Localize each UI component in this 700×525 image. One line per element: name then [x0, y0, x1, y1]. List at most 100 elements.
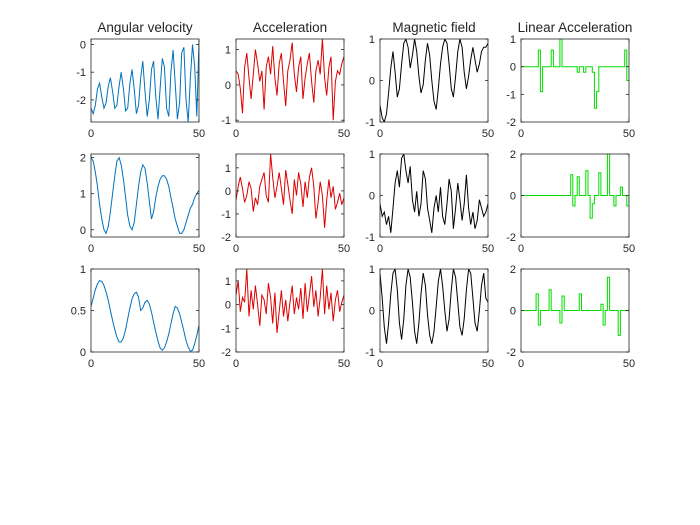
y-tick-label: -2 [221, 232, 231, 244]
x-tick-label: 50 [623, 243, 635, 255]
x-tick-label: 0 [88, 243, 94, 255]
x-tick-label: 50 [193, 128, 205, 140]
subplot-r3-c3: 10-10 50 [365, 264, 494, 370]
subplot-r2-c3: 10-10 50 [365, 149, 494, 255]
y-tick-label: 0.5 [71, 306, 86, 318]
x-tick-label: 50 [338, 358, 350, 370]
x-tick-label: 0 [518, 128, 524, 140]
axes-box [90, 153, 200, 238]
axes-box [520, 38, 630, 123]
y-tick-label: 0 [510, 191, 516, 203]
y-tick-label: -2 [76, 95, 86, 107]
y-tick-label: 0 [80, 40, 86, 52]
axes-box [90, 38, 200, 123]
y-tick-label: 1 [225, 163, 231, 175]
series-line [521, 276, 629, 336]
y-tick-label: 0 [369, 306, 375, 318]
subplot-r2-c1: 2 1 00 50 [80, 153, 205, 255]
subplot-r3-c2: 10-1-20 50 [221, 268, 350, 370]
y-tick-label: -1 [221, 209, 231, 221]
subplot-r2-c4: 20-20 50 [506, 149, 635, 255]
y-tick-label: -2 [506, 347, 516, 359]
x-tick-label: 50 [623, 358, 635, 370]
series-line [236, 154, 344, 228]
series-line [380, 154, 488, 233]
y-tick-label: -1 [506, 89, 516, 101]
subplot-title: Acceleration [253, 20, 327, 35]
series-line [521, 39, 629, 109]
y-tick-label: -1 [365, 117, 375, 129]
series-line [91, 156, 199, 235]
series-line [236, 39, 344, 121]
y-tick-label: 2 [510, 149, 516, 161]
y-tick-label: 1 [80, 264, 86, 276]
y-tick-label: -1 [221, 115, 231, 127]
x-tick-label: 50 [338, 243, 350, 255]
y-tick-label: 0 [369, 191, 375, 203]
y-tick-label: 0 [369, 76, 375, 88]
y-tick-label: -2 [506, 232, 516, 244]
y-tick-label: 1 [510, 34, 516, 46]
y-tick-label: 2 [510, 264, 516, 276]
y-tick-label: 0 [510, 62, 516, 74]
y-tick-label: -1 [365, 232, 375, 244]
axes-box [379, 153, 489, 238]
axes-box [235, 268, 345, 353]
y-tick-label: 0 [225, 80, 231, 92]
y-tick-label: 1 [369, 34, 375, 46]
series-line [521, 154, 629, 219]
x-tick-label: 50 [482, 128, 494, 140]
subplot-title: Angular velocity [97, 20, 193, 35]
axes-box [90, 268, 200, 353]
series-line [91, 41, 199, 122]
x-tick-label: 50 [338, 128, 350, 140]
x-tick-label: 0 [88, 358, 94, 370]
y-tick-label: 0 [225, 300, 231, 312]
axes-box [235, 38, 345, 123]
x-tick-label: 50 [623, 128, 635, 140]
y-tick-label: -2 [506, 117, 516, 129]
subplot-r1-c1: 0 -1 -2 0 50 Angular velocity [76, 20, 205, 140]
y-tick-label: 0 [80, 225, 86, 237]
series-line [380, 269, 488, 344]
y-tick-label: 1 [225, 45, 231, 57]
x-tick-label: 0 [88, 128, 94, 140]
axes-box [235, 153, 345, 238]
y-tick-label: 0 [510, 306, 516, 318]
y-tick-label: 1 [225, 276, 231, 288]
x-tick-label: 0 [377, 128, 383, 140]
subplot-title: Linear Acceleration [518, 20, 633, 35]
x-tick-label: 50 [482, 358, 494, 370]
x-tick-label: 0 [518, 358, 524, 370]
y-tick-label: 2 [80, 153, 86, 165]
y-tick-label: 0 [80, 347, 86, 359]
x-tick-label: 0 [233, 358, 239, 370]
x-tick-label: 50 [193, 243, 205, 255]
series-line [91, 279, 199, 352]
y-tick-label: -1 [221, 323, 231, 335]
y-tick-label: 1 [369, 149, 375, 161]
subplot-r3-c1: 1 0.5 00 50 [71, 264, 205, 370]
y-tick-label: 1 [369, 264, 375, 276]
y-tick-label: -1 [76, 67, 86, 79]
y-tick-label: -1 [365, 347, 375, 359]
series-line [380, 39, 488, 122]
x-tick-label: 0 [377, 243, 383, 255]
series-line [236, 269, 344, 334]
y-tick-label: 0 [225, 186, 231, 198]
subplot-r3-c4: 20-20 50 [506, 264, 635, 370]
y-tick-label: -2 [221, 347, 231, 359]
x-tick-label: 0 [233, 243, 239, 255]
x-tick-label: 50 [482, 243, 494, 255]
subplot-r2-c2: 10-1-20 50 [221, 153, 350, 255]
x-tick-label: 0 [233, 128, 239, 140]
subplot-title: Magnetic field [392, 20, 475, 35]
x-tick-label: 50 [193, 358, 205, 370]
x-tick-label: 0 [377, 358, 383, 370]
x-tick-label: 0 [518, 243, 524, 255]
y-tick-label: 1 [80, 189, 86, 201]
